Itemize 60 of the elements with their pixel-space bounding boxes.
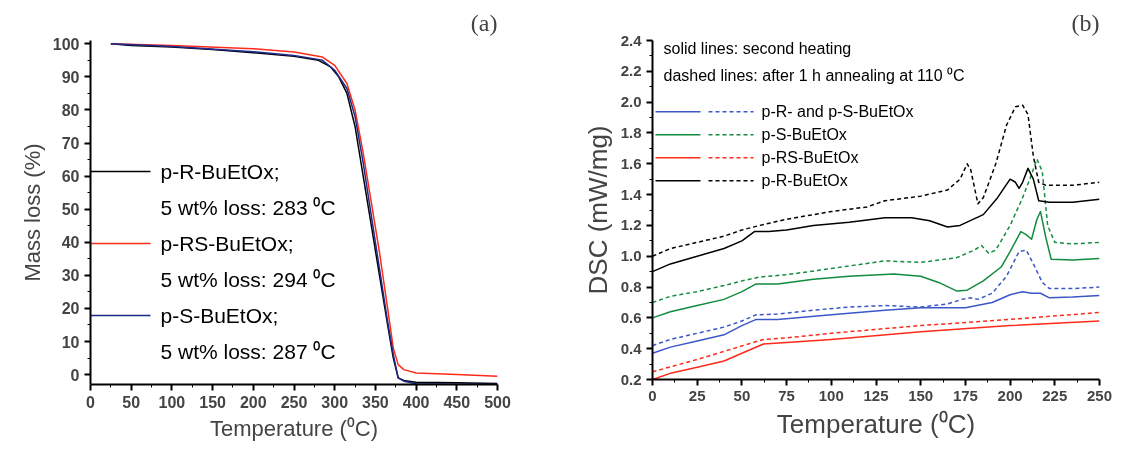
x-tick-label: 75 <box>778 386 795 404</box>
x-tick-label: 25 <box>688 386 706 404</box>
x-tick-label: 0 <box>648 386 657 404</box>
annotation: dashed lines: after 1 h annealing at 110 ⁰C <box>663 67 965 84</box>
x-tick-label: 200 <box>997 386 1023 404</box>
x-tick-label: 250 <box>1086 386 1113 404</box>
x-tick-label: 300 <box>321 393 349 411</box>
y-tick-label: 0 <box>70 366 80 384</box>
line-series <box>652 311 1100 373</box>
y-tick-label: 2.2 <box>620 62 642 80</box>
x-tick-label: 450 <box>443 393 471 411</box>
annotation: solid lines: second heating <box>663 40 852 57</box>
chart-title: (a) <box>470 9 498 36</box>
y-tick-label: 40 <box>61 234 80 252</box>
y-axis-title: Mass loss (%) <box>19 143 45 282</box>
y-tick-label: 0.2 <box>620 370 642 388</box>
line-series <box>652 210 1100 319</box>
y-tick-label: 0.6 <box>620 308 642 326</box>
x-tick-label: 200 <box>239 393 267 411</box>
x-tick-label: 350 <box>362 393 389 411</box>
y-tick-label: 60 <box>61 168 80 186</box>
y-tick-label: 1.2 <box>620 216 642 234</box>
y-tick-label: 80 <box>61 101 80 119</box>
legend-label: p-RS-BuEtOx <box>761 149 859 167</box>
x-tick-label: 150 <box>908 386 934 404</box>
y-tick-label: 2.0 <box>620 93 642 111</box>
y-tick-label: 2.4 <box>620 31 643 49</box>
x-tick-label: 500 <box>484 393 511 411</box>
y-axis-title: DSC (mW/mg) <box>582 125 613 295</box>
x-tick-label: 50 <box>122 393 141 411</box>
y-tick-label: 20 <box>61 300 80 318</box>
x-tick-label: 0 <box>86 393 96 411</box>
y-tick-label: 1.8 <box>620 123 642 141</box>
x-tick-label: 125 <box>863 386 889 404</box>
x-tick-label: 150 <box>199 393 227 411</box>
x-tick-label: 100 <box>158 393 186 411</box>
legend-label: p-S-BuEtOx <box>761 126 847 144</box>
y-tick-label: 100 <box>52 35 80 53</box>
y-tick-label: 1.4 <box>620 185 643 203</box>
chart-title: (b) <box>1071 9 1100 36</box>
legend-label: p-R-BuEtOx <box>761 172 848 190</box>
y-tick-label: 0.4 <box>620 339 643 357</box>
y-tick-label: 0.8 <box>620 278 642 296</box>
x-tick-label: 400 <box>402 393 430 411</box>
y-tick-label: 90 <box>61 68 80 86</box>
legend-label: p-S-BuEtOx; 5 wt% loss: 287 ⁰C <box>160 304 336 363</box>
y-tick-label: 30 <box>61 267 80 285</box>
y-tick-label: 70 <box>61 135 80 153</box>
legend-label: p-R- and p-S-BuEtOx <box>761 103 914 121</box>
x-tick-label: 100 <box>818 386 844 404</box>
x-tick-label: 50 <box>733 386 751 404</box>
y-tick-label: 1.6 <box>620 154 642 172</box>
x-tick-label: 225 <box>1042 386 1068 404</box>
y-tick-label: 50 <box>61 201 80 219</box>
y-tick-label: 1.0 <box>620 247 642 265</box>
x-axis-title: Temperature (⁰C) <box>209 415 379 441</box>
x-axis-title: Temperature (⁰C) <box>776 408 976 439</box>
x-tick-label: 175 <box>952 386 978 404</box>
x-tick-label: 250 <box>280 393 308 411</box>
y-tick-label: 10 <box>61 333 80 351</box>
